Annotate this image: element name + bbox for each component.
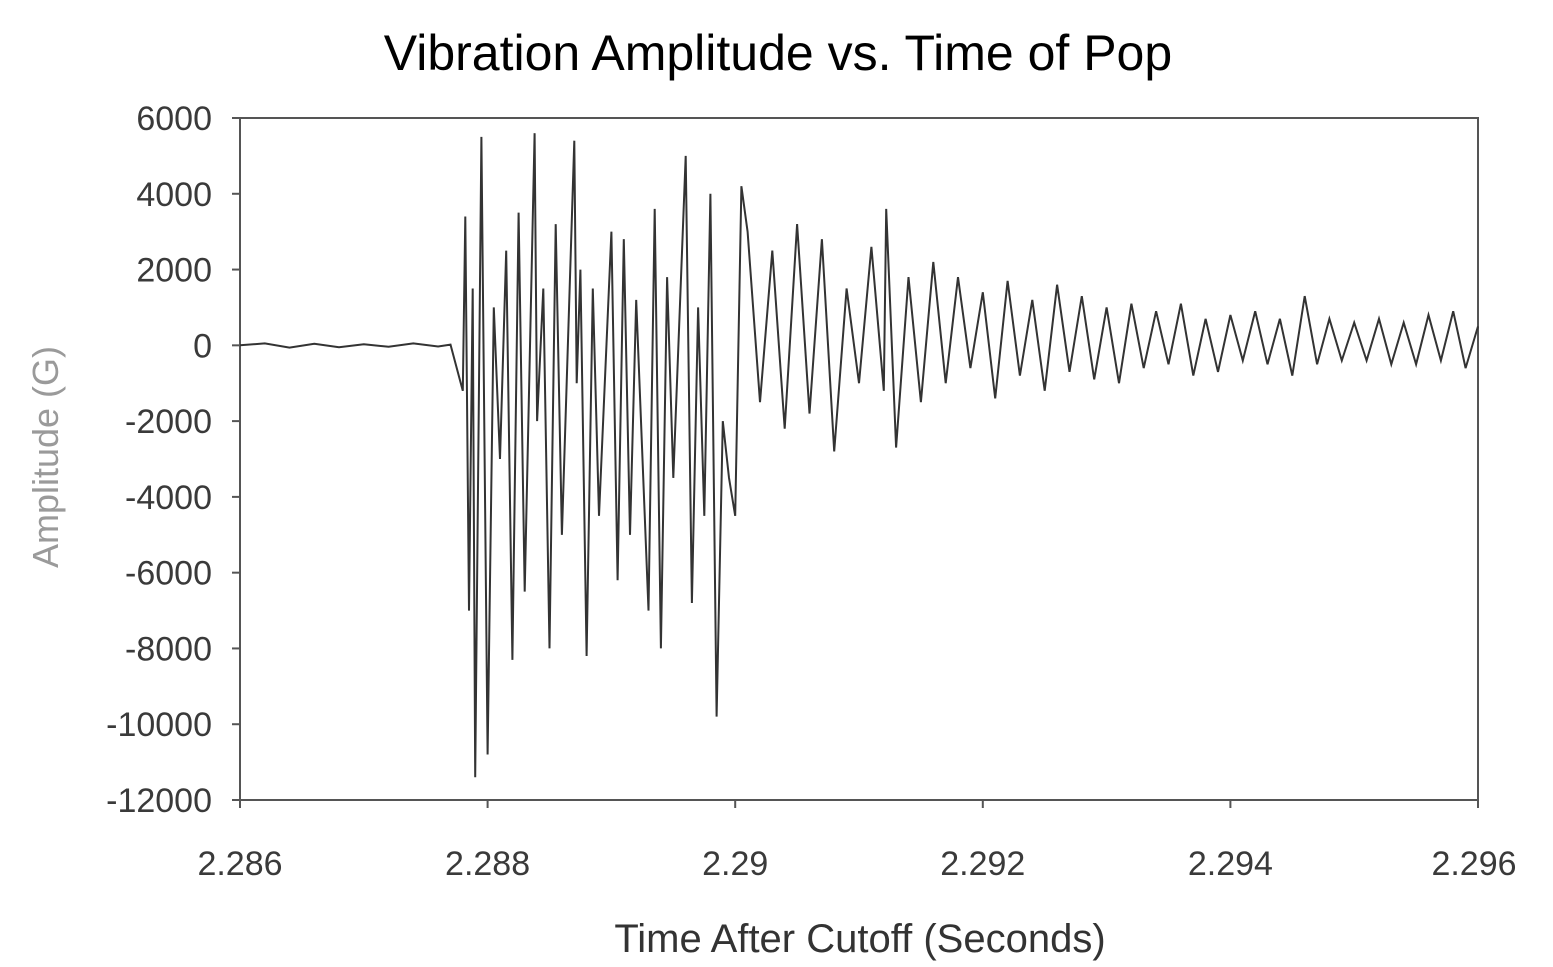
x-tick-label: 2.296 (1431, 845, 1516, 883)
y-tick-label: -2000 (125, 403, 212, 441)
y-axis-label: Amplitude (G) (25, 346, 66, 568)
y-tick-label: -6000 (125, 555, 212, 593)
series-line-amplitude (239, 133, 1479, 778)
x-tick-label: 2.286 (197, 845, 282, 883)
x-tick-label: 2.292 (940, 845, 1025, 883)
y-tick-label: 2000 (136, 252, 212, 290)
chart-title: Vibration Amplitude vs. Time of Pop (384, 25, 1172, 81)
x-tick-label: 2.294 (1188, 845, 1273, 883)
y-axis: 6000 4000 2000 0 -2000 -4000 -6000 -8000 -10000 -… (106, 100, 240, 820)
y-tick-label: -12000 (106, 782, 212, 820)
y-tick-label: 4000 (136, 176, 212, 214)
x-axis-label: Time After Cutoff (Seconds) (614, 917, 1105, 961)
x-tick-label: 2.288 (445, 845, 530, 883)
y-tick-label: -4000 (125, 479, 212, 517)
x-tick-label: 2.29 (702, 845, 768, 883)
y-tick-label: 0 (193, 327, 212, 365)
y-tick-label: -8000 (125, 630, 212, 668)
y-tick-label: -10000 (106, 706, 212, 744)
plot-frame (239, 117, 1479, 801)
y-tick-label: 6000 (136, 100, 212, 138)
x-axis: 2.286 2.288 2.29 2.292 2.294 2.296 (197, 800, 1517, 883)
